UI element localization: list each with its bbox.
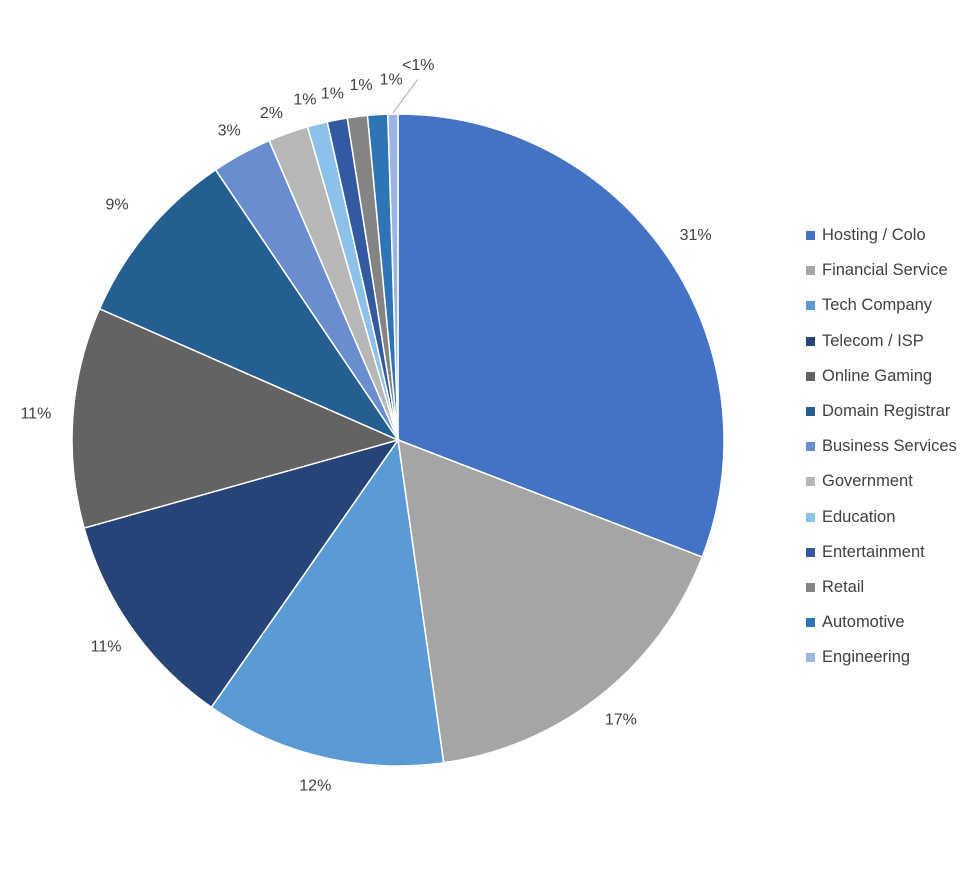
pie-slice-domain-registrar bbox=[98, 168, 401, 442]
data-label-telecom-isp: 11% bbox=[91, 638, 122, 655]
legend-swatch-education bbox=[806, 512, 815, 522]
legend-item-business-services: Business Services bbox=[806, 429, 974, 464]
pie-slice-engineering bbox=[387, 113, 399, 441]
legend-item-engineering: Engineering bbox=[806, 640, 974, 675]
legend-item-automotive: Automotive bbox=[806, 605, 974, 640]
data-label-retail: 1% bbox=[349, 77, 372, 94]
legend-item-entertainment: Entertainment bbox=[806, 535, 974, 570]
data-label-automotive: 1% bbox=[380, 71, 403, 88]
pie-slice-hosting-colo bbox=[397, 113, 725, 559]
legend-label-telecom-isp: Telecom / ISP bbox=[822, 331, 924, 350]
chart-legend: Hosting / Colo Financial Service Tech Comp… bbox=[806, 218, 974, 675]
legend-swatch-domain-registrar bbox=[806, 407, 815, 417]
legend-swatch-hosting-colo bbox=[806, 231, 815, 241]
legend-label-financial-service: Financial Service bbox=[822, 261, 948, 280]
legend-item-hosting-colo: Hosting / Colo bbox=[806, 218, 974, 253]
leader-line-engineering bbox=[392, 79, 419, 114]
legend-item-domain-registrar: Domain Registrar bbox=[806, 394, 974, 429]
legend-label-tech-company: Tech Company bbox=[822, 296, 933, 315]
data-label-tech-company: 12% bbox=[299, 778, 331, 795]
legend-swatch-automotive bbox=[806, 618, 815, 628]
pie-slice-financial-service bbox=[397, 438, 704, 764]
legend-swatch-retail bbox=[806, 582, 815, 592]
pie-slice-online-gaming bbox=[71, 307, 401, 529]
pie-slice-tech-company bbox=[210, 438, 445, 767]
legend-item-financial-service: Financial Service bbox=[806, 253, 974, 288]
legend-item-online-gaming: Online Gaming bbox=[806, 359, 974, 394]
data-label-engineering: <1% bbox=[402, 57, 434, 74]
legend-label-domain-registrar: Domain Registrar bbox=[822, 402, 951, 421]
legend-label-retail: Retail bbox=[822, 577, 865, 596]
legend-swatch-government bbox=[806, 477, 815, 487]
data-label-hosting-colo: 31% bbox=[680, 227, 712, 244]
legend-swatch-financial-service bbox=[806, 266, 815, 276]
data-label-online-gaming: 11% bbox=[20, 406, 51, 423]
legend-label-online-gaming: Online Gaming bbox=[822, 366, 933, 385]
legend-item-tech-company: Tech Company bbox=[806, 288, 974, 323]
legend-label-automotive: Automotive bbox=[822, 613, 905, 632]
legend-item-telecom-isp: Telecom / ISP bbox=[806, 324, 974, 359]
legend-item-government: Government bbox=[806, 464, 974, 499]
data-label-domain-registrar: 9% bbox=[105, 197, 128, 214]
data-label-education: 1% bbox=[293, 92, 316, 109]
legend-swatch-business-services bbox=[806, 442, 815, 452]
legend-label-education: Education bbox=[822, 507, 896, 526]
data-label-government: 2% bbox=[260, 105, 283, 122]
legend-label-engineering: Engineering bbox=[822, 648, 911, 667]
legend-swatch-engineering bbox=[806, 653, 815, 663]
legend-swatch-tech-company bbox=[806, 301, 815, 311]
legend-swatch-entertainment bbox=[806, 547, 815, 557]
legend-swatch-telecom-isp bbox=[806, 336, 815, 346]
legend-label-hosting-colo: Hosting / Colo bbox=[822, 226, 926, 245]
legend-label-entertainment: Entertainment bbox=[822, 542, 925, 561]
data-label-entertainment: 1% bbox=[321, 85, 344, 102]
data-label-business-services: 3% bbox=[218, 122, 241, 139]
legend-swatch-online-gaming bbox=[806, 371, 815, 381]
legend-item-retail: Retail bbox=[806, 570, 974, 605]
legend-item-education: Education bbox=[806, 500, 974, 535]
legend-label-business-services: Business Services bbox=[822, 437, 957, 456]
data-label-financial-service: 17% bbox=[605, 711, 637, 728]
legend-label-government: Government bbox=[822, 472, 913, 491]
